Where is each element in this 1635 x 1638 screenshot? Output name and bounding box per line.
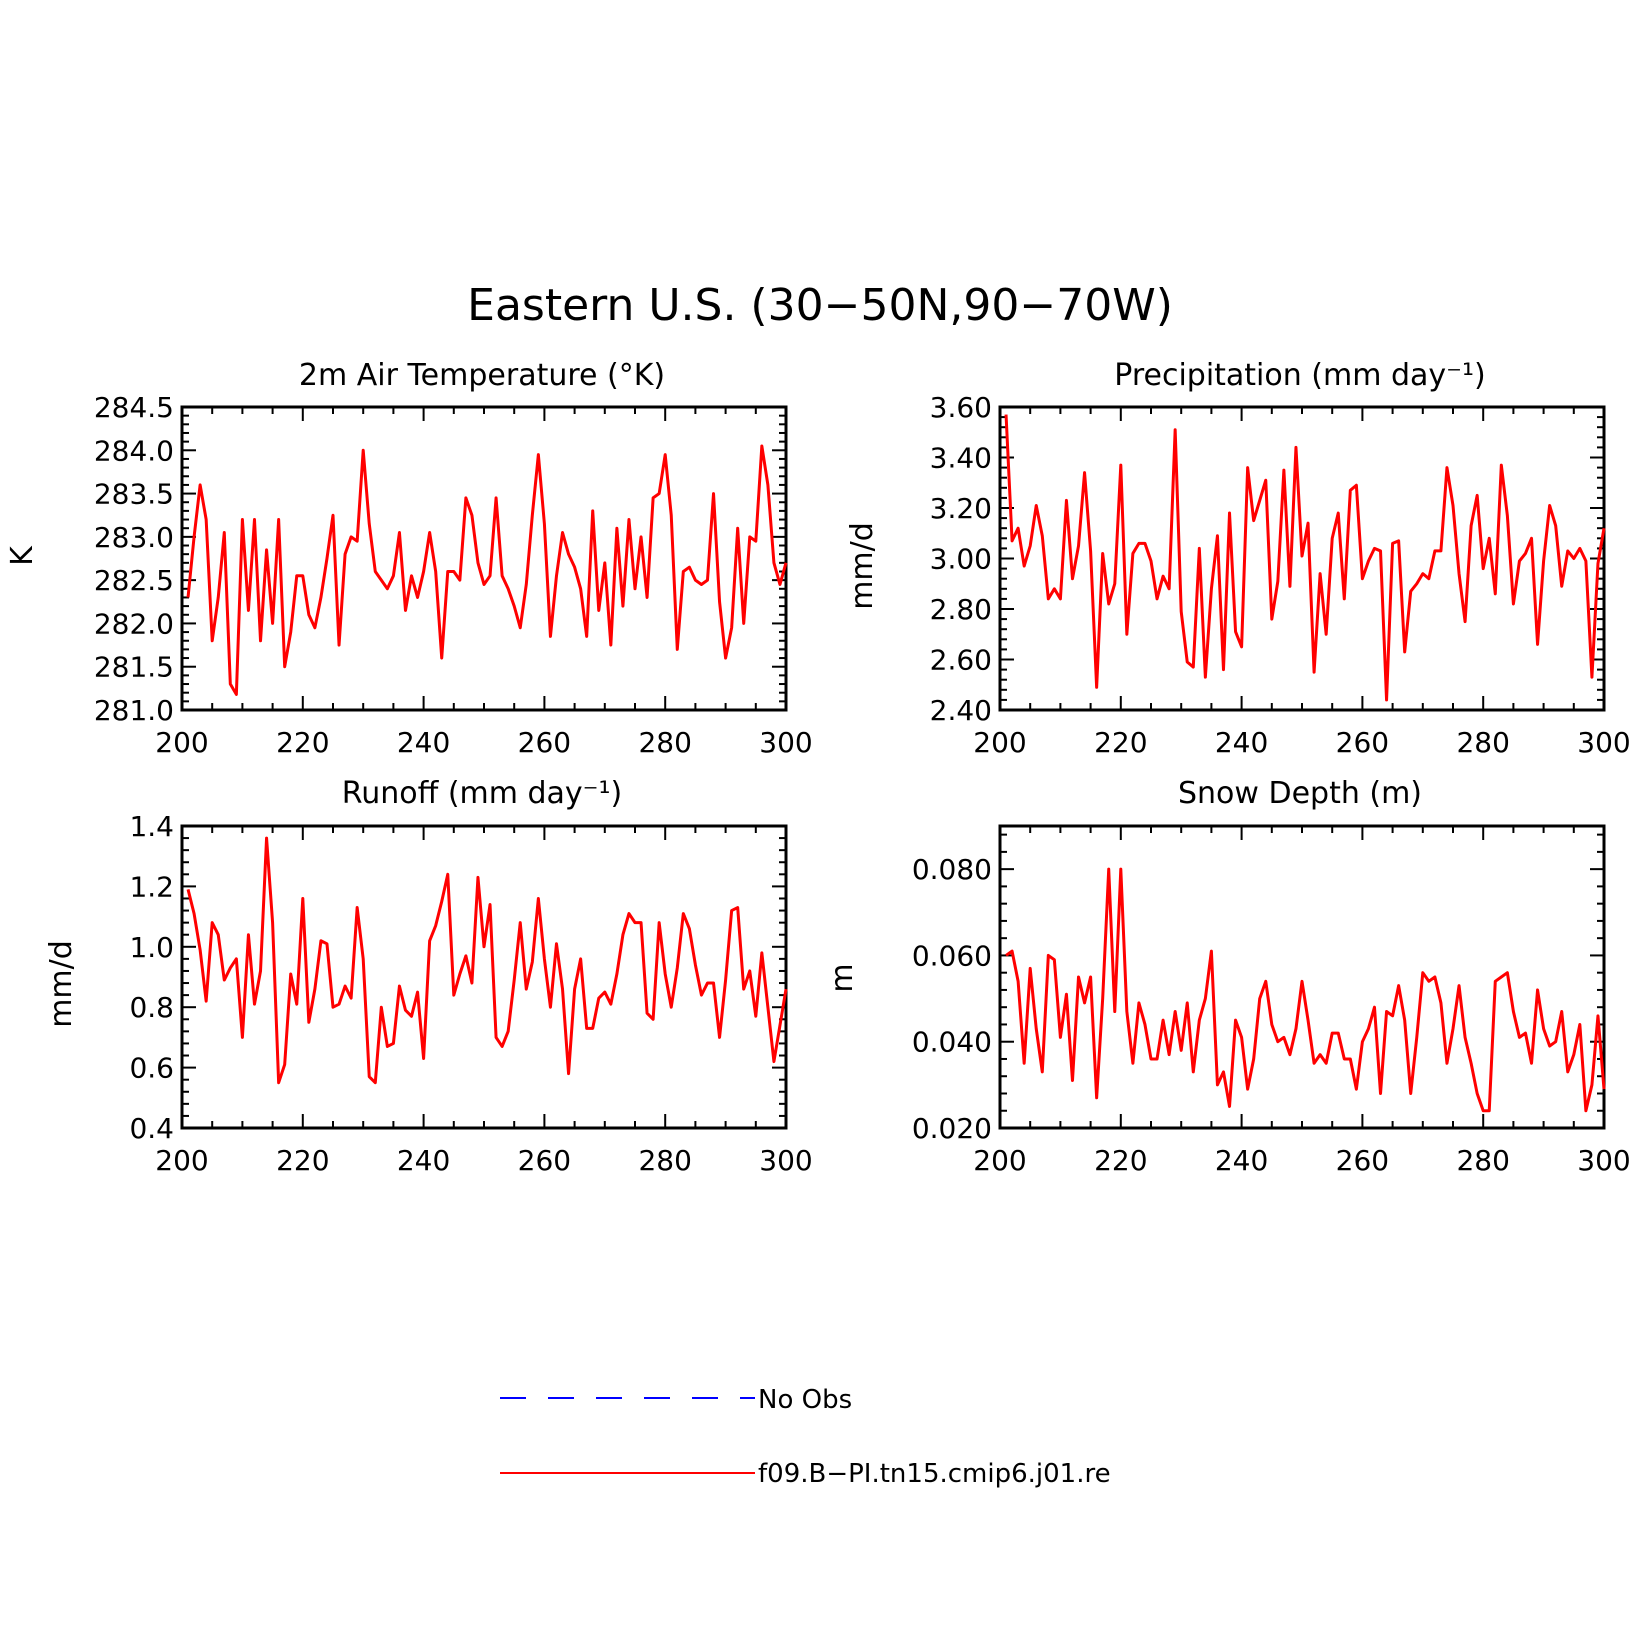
y-tick-label: 2.60	[930, 644, 992, 677]
plot-area: 200 220 240 260 280 300 281.0 281.5 282.0 282.5 28…	[94, 391, 813, 759]
panel-snow-depth: Snow Depth (m) m 200 220 240 260 280 300 0.020…	[825, 776, 1631, 1177]
x-tick-label: 240	[397, 1144, 450, 1177]
y-tick-label: 1.4	[129, 810, 174, 843]
panel-air-temperature: 2m Air Temperature (°K) K 200 220 240 260 28…	[5, 358, 813, 759]
x-tick-label: 220	[276, 726, 329, 759]
y-axis-label: mm/d	[845, 522, 880, 610]
x-tick-label: 220	[1094, 726, 1147, 759]
x-tick-label: 200	[155, 1144, 208, 1177]
y-tick-label: 0.6	[129, 1052, 174, 1085]
figure-title: Eastern U.S. (30−50N,90−70W)	[467, 280, 1173, 331]
y-tick-label: 0.040	[912, 1026, 992, 1059]
x-tick-label: 240	[1215, 726, 1268, 759]
y-tick-label: 3.00	[930, 543, 992, 576]
y-tick-label: 2.80	[930, 593, 992, 626]
y-tick-label: 1.0	[129, 931, 174, 964]
y-tick-label: 3.60	[930, 391, 992, 424]
legend: No Obs f09.B−PI.tn15.cmip6.j01.re	[500, 1385, 1111, 1489]
series-line	[186, 836, 788, 1085]
y-tick-label: 283.5	[94, 478, 174, 511]
y-tick-label: 3.40	[930, 442, 992, 475]
x-tick-label: 200	[155, 726, 208, 759]
plot-area: 200 220 240 260 280 300 0.020 0.040 0.060 0.080	[912, 824, 1631, 1177]
y-tick-label: 283.0	[94, 521, 174, 554]
y-tick-label: 282.5	[94, 564, 174, 597]
plot-area: 200 220 240 260 280 300 2.40 2.60 2.80 3.00 3.20 3.…	[930, 391, 1631, 759]
y-tick-label: 0.4	[129, 1112, 174, 1145]
x-tick-label: 200	[973, 1144, 1026, 1177]
panel-title: Runoff (mm day⁻¹)	[342, 776, 623, 811]
x-tick-label: 220	[1094, 1144, 1147, 1177]
y-tick-label: 281.0	[94, 694, 174, 727]
panel-title: Precipitation (mm day⁻¹)	[1114, 358, 1485, 393]
x-tick-label: 240	[397, 726, 450, 759]
y-axis-label: mm/d	[44, 940, 79, 1028]
x-tick-label: 260	[1336, 1144, 1389, 1177]
x-tick-label: 280	[1456, 1144, 1509, 1177]
x-tick-label: 280	[638, 726, 691, 759]
panel-runoff: Runoff (mm day⁻¹) mm/d 200 220 240 260 280 30…	[44, 776, 813, 1177]
y-axis-label: K	[5, 545, 40, 566]
x-tick-label: 300	[1577, 726, 1630, 759]
x-tick-label: 260	[518, 1144, 571, 1177]
x-tick-label: 200	[973, 726, 1026, 759]
series-line	[1005, 867, 1606, 1113]
y-tick-label: 281.5	[94, 651, 174, 684]
x-tick-label: 280	[1456, 726, 1509, 759]
y-tick-label: 1.2	[129, 870, 174, 903]
x-tick-label: 300	[1577, 1144, 1630, 1177]
panel-precipitation: Precipitation (mm day⁻¹) mm/d 200 220 240 2…	[845, 358, 1631, 759]
x-tick-label: 300	[759, 1144, 812, 1177]
y-tick-label: 3.20	[930, 492, 992, 525]
y-tick-label: 284.5	[94, 391, 174, 424]
y-tick-label: 284.0	[94, 434, 174, 467]
legend-label-no-obs: No Obs	[758, 1385, 852, 1415]
x-tick-label: 300	[759, 726, 812, 759]
plot-area: 200 220 240 260 280 300 0.4 0.6 0.8 1.0 1.2 1.4	[129, 810, 812, 1177]
series-line	[1004, 414, 1606, 702]
panel-title: Snow Depth (m)	[1178, 776, 1422, 811]
x-tick-label: 260	[1336, 726, 1389, 759]
x-tick-label: 280	[638, 1144, 691, 1177]
panel-title: 2m Air Temperature (°K)	[299, 358, 665, 393]
y-tick-label: 0.8	[129, 991, 174, 1024]
x-tick-label: 260	[518, 726, 571, 759]
legend-label-model: f09.B−PI.tn15.cmip6.j01.re	[758, 1459, 1111, 1489]
x-tick-label: 220	[276, 1144, 329, 1177]
series-line	[186, 444, 788, 696]
y-tick-label: 282.0	[94, 607, 174, 640]
y-axis-label: m	[825, 963, 860, 992]
y-tick-label: 0.080	[912, 853, 992, 886]
x-tick-label: 240	[1215, 1144, 1268, 1177]
y-tick-label: 2.40	[930, 694, 992, 727]
y-tick-label: 0.020	[912, 1112, 992, 1145]
y-tick-label: 0.060	[912, 939, 992, 972]
